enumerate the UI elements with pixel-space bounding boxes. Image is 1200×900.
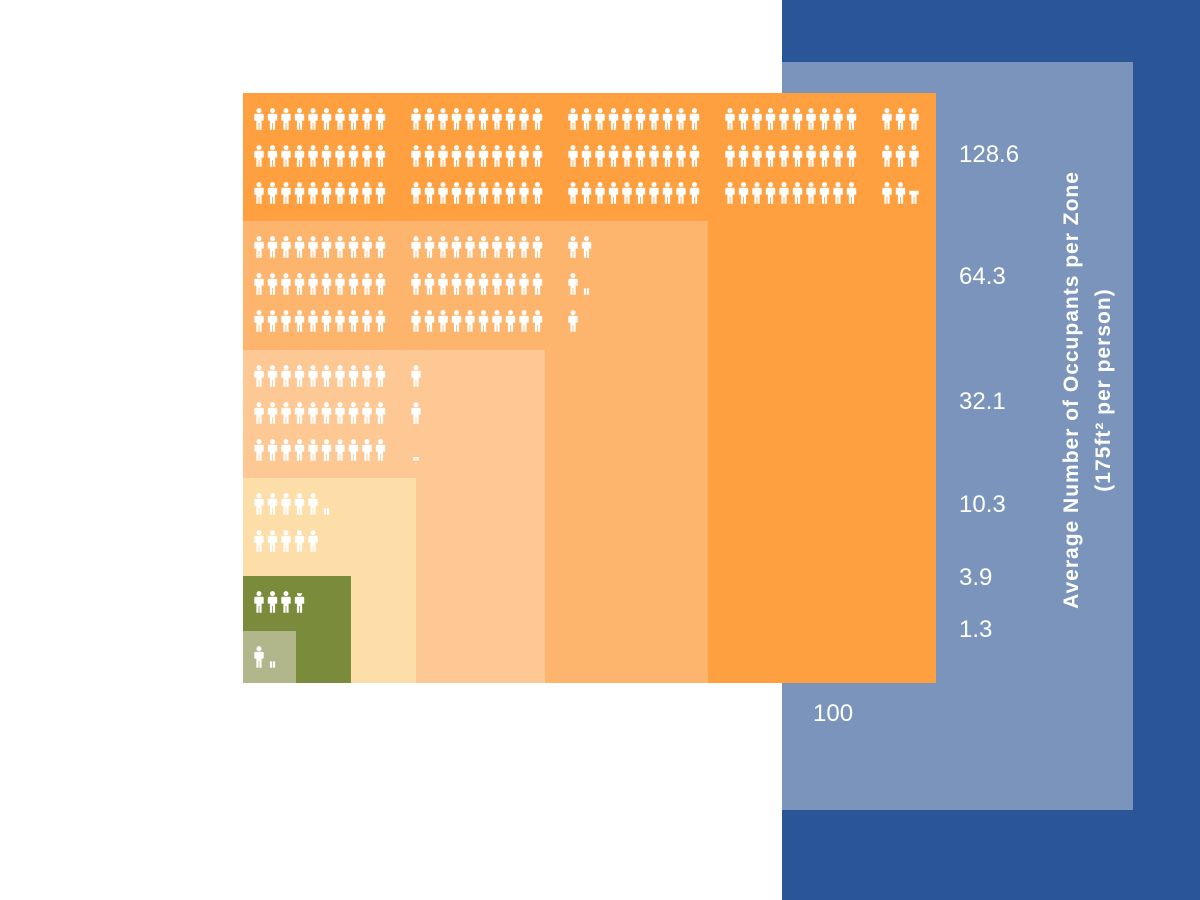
x-tick-label: 100 (813, 700, 853, 727)
y-tick-label: 32.1 (959, 388, 1006, 415)
zone-areas (243, 93, 936, 683)
zone-rect (243, 631, 296, 683)
y-tick-label: 64.3 (959, 263, 1006, 290)
y-tick-label: 10.3 (959, 491, 1006, 518)
svg-text:Average Number of Occupants pe: Average Number of Occupants per Zone (1060, 171, 1083, 609)
svg-text:(175ft² per person): (175ft² per person) (1092, 288, 1115, 491)
x-axis-label: ne (757, 768, 782, 791)
y-tick-labels: 128.6 64.3 32.1 10.3 3.9 1.3 (959, 141, 1019, 643)
y-tick-label: 1.3 (959, 616, 992, 643)
y-tick-label: 128.6 (959, 141, 1019, 168)
y-axis-title: Average Number of Occupants per Zone (17… (1060, 171, 1115, 609)
y-tick-label: 3.9 (959, 564, 992, 591)
